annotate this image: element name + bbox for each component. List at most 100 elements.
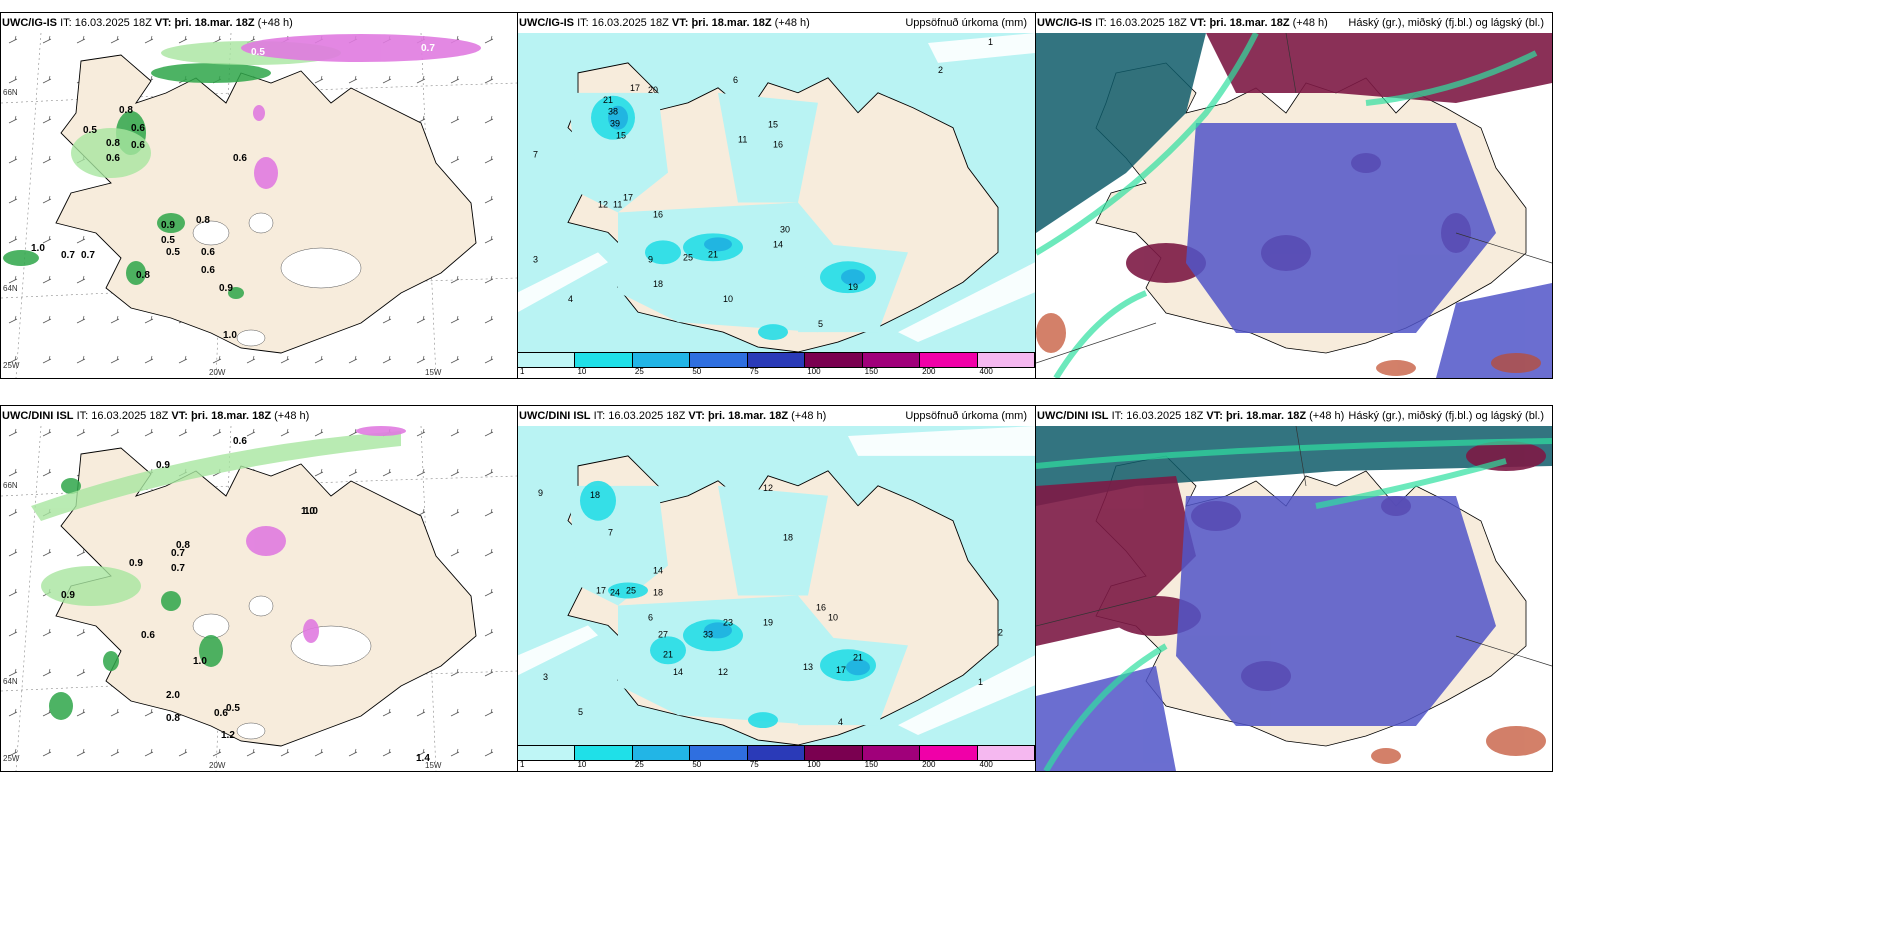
snow-label: 0.8: [166, 713, 180, 724]
colorbar-swatch: [805, 746, 863, 760]
cloud-map-panel-igis: UWC/IG-IS IT: 16.03.2025 18Z VT: þri. 18…: [1035, 12, 1553, 379]
colorbar-swatch: [862, 353, 921, 367]
snowfall-map-panel-dini: UWC/DINI ISL IT: 16.03.2025 18Z VT: þri.…: [0, 405, 518, 772]
snow-label: 0.5: [251, 47, 265, 58]
map-title: Háský (gr.), miðský (fj.bl.) og lágský (…: [1348, 17, 1544, 29]
precip-label: 20: [648, 85, 658, 95]
lon-label: 15W: [425, 761, 442, 770]
precip-label: 3: [543, 672, 548, 682]
snow-label: 0.6: [131, 140, 145, 151]
map-area: 0.6 0.9 1.0 0.8 0.9 0.7 0.6 1.0 1.2 0.5 …: [1, 426, 517, 771]
iceland-land: [55, 54, 477, 354]
colorbar-swatch: [862, 746, 921, 760]
precip-label: 19: [848, 282, 858, 292]
precip-label: 21: [853, 652, 863, 662]
precip-label: 4: [568, 294, 573, 304]
region-borders: [1036, 33, 1552, 364]
colorbar-tick: 75: [749, 760, 759, 769]
precip-label: 25: [683, 252, 693, 262]
colorbar: 1 10 25 50 75 100 150 200 400: [518, 352, 1035, 378]
snow-pink-areas: [241, 34, 481, 189]
colorbar-swatch: [747, 746, 806, 760]
it-label: IT:: [76, 410, 89, 422]
snow-wind-svg: 0.8 0.6 0.5 0.8 0.6 0.6 0.5 0.8 1.0 0.7 …: [1, 33, 517, 378]
precip-label: 14: [773, 239, 783, 249]
snow-label: 0.6: [233, 153, 247, 164]
precip-svg: 17 20 21 38 39 15 12 11 17 16 21 25 18 1…: [518, 33, 1035, 352]
lead-time: (+48 h): [1292, 17, 1328, 29]
region-borders: [1036, 426, 1552, 667]
precip-label: 9: [538, 488, 543, 498]
precip-label: 30: [780, 224, 790, 234]
colorbar-swatches: [518, 745, 1035, 761]
snow-label: 0.7: [81, 250, 95, 261]
precip-high-areas: [704, 622, 870, 676]
snow-label: 1.0: [31, 243, 45, 254]
snow-label: 0.6: [131, 123, 145, 134]
lon-label: 15W: [425, 368, 442, 377]
cloud-orange-spots: [1371, 726, 1546, 764]
colorbar-swatch: [690, 746, 748, 760]
snow-label: 0.9: [129, 558, 143, 569]
snow-label: 0.8: [119, 105, 133, 116]
lon-label: 25W: [3, 361, 20, 370]
precip-label: 10: [723, 294, 733, 304]
precip-label: 3: [533, 254, 538, 264]
precip-values: 17 20 21 38 39 15 12 11 17 16 21 25 18 1…: [533, 37, 993, 329]
colorbar-ticks: 1 10 25 50 75 100 150 200 400: [518, 367, 1035, 377]
lat-label: 66N: [3, 88, 18, 97]
snow-label: 0.9: [156, 460, 170, 471]
precip-label: 18: [590, 490, 600, 500]
snow-label: 0.5: [161, 235, 175, 246]
lat-label: 64N: [3, 284, 18, 293]
colorbar-tick: 150: [864, 760, 878, 769]
colorbar-tick: 1: [520, 367, 525, 376]
it-value: 16.03.2025 18Z: [74, 17, 152, 29]
colorbar-tick: 50: [692, 367, 702, 376]
vt-value: þri. 18.mar. 18Z: [174, 17, 255, 29]
colorbar-tick: 100: [807, 367, 821, 376]
snow-wind-svg: 0.6 0.9 1.0 0.8 0.9 0.7 0.6 1.0 1.2 0.5 …: [1, 426, 517, 771]
snow-label: 0.9: [219, 283, 233, 294]
colorbar-tick: 10: [577, 367, 587, 376]
cloud-orange-spots: [1036, 313, 1541, 376]
precip-label: 15: [768, 120, 778, 130]
precip-label: 6: [733, 75, 738, 85]
model-name: UWC/IG-IS: [519, 17, 574, 29]
map-area: [1036, 33, 1552, 378]
model-name: UWC/IG-IS: [1037, 17, 1092, 29]
precip-label: 1: [988, 37, 993, 47]
precip-label: 11: [738, 135, 747, 145]
vt-label: VT:: [171, 410, 188, 422]
precip-map-panel-dini: UWC/DINI ISL IT: 16.03.2025 18Z VT: þri.…: [517, 405, 1036, 772]
snow-light-areas: [31, 431, 401, 606]
panel-header: UWC/DINI ISL IT: 16.03.2025 18Z VT: þri.…: [518, 406, 1035, 426]
lead-time: (+48 h): [257, 17, 293, 29]
snow-values: 0.6 0.9 1.0 0.8 0.9 0.7 0.6 1.0 1.2 0.5 …: [61, 436, 430, 764]
snow-label: 2.0: [166, 690, 180, 701]
vt-value: þri. 18.mar. 18Z: [1225, 410, 1307, 422]
lead-time: (+48 h): [774, 17, 810, 29]
map-area: 0.8 0.6 0.5 0.8 0.6 0.6 0.5 0.8 1.0 0.7 …: [1, 33, 517, 378]
precip-label: 6: [648, 612, 653, 622]
precip-label: 1: [978, 677, 983, 687]
precip-label: 23: [723, 617, 733, 627]
precip-label: 12: [718, 667, 728, 677]
lat-label: 64N: [3, 677, 18, 686]
snow-label: 0.6: [106, 153, 120, 164]
precip-label: 27: [658, 629, 668, 639]
vt-label: VT:: [671, 17, 689, 29]
lead-time: (+48 h): [274, 410, 310, 422]
dry-streaks: [518, 426, 1035, 736]
map-title: Uppsöfnuð úrkoma (mm): [905, 17, 1027, 29]
precip-label: 15: [616, 131, 626, 141]
snow-label: 0.7: [61, 250, 75, 261]
lead-time: (+48 h): [1309, 410, 1345, 422]
colorbar-tick: 25: [634, 760, 644, 769]
colorbar-tick: 75: [749, 367, 759, 376]
colorbar-swatch: [690, 353, 748, 367]
map-title: Uppsöfnuð úrkoma (mm): [905, 410, 1027, 422]
lon-label: 20W: [209, 368, 226, 377]
snow-label: 1.0: [304, 506, 318, 517]
map-area: 18 25 17 24 14 18 23 33 27 21 14 12 19 1…: [518, 426, 1035, 745]
